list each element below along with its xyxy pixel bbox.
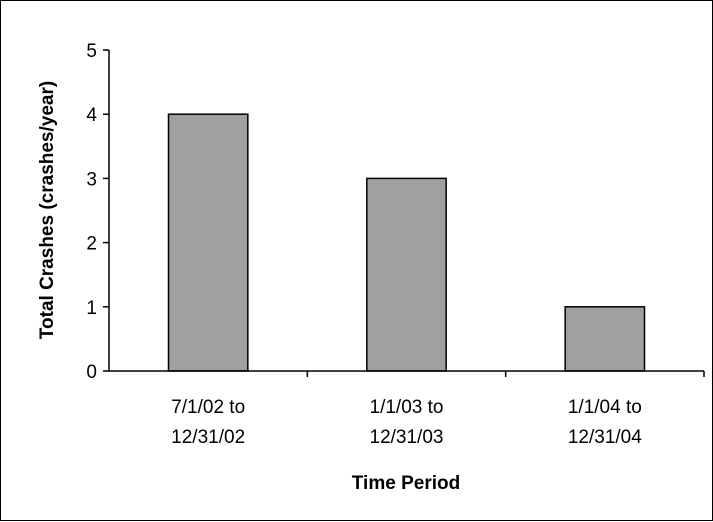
y-tick-label: 0 (86, 362, 97, 383)
x-tick-label: 1/1/03 to 12/31/03 (370, 397, 444, 448)
bars (167, 113, 646, 372)
y-tick-label: 1 (86, 298, 97, 319)
x-axis-title: Time Period (352, 473, 460, 494)
y-axis-title: Total Crashes (crashes/year) (37, 81, 58, 339)
y-tick-label: 3 (86, 169, 97, 190)
bar (366, 177, 447, 372)
y-tick-label: 4 (86, 105, 97, 126)
y-tick-label: 5 (86, 41, 97, 62)
bar (564, 306, 646, 372)
x-tick-label: 1/1/04 to 12/31/04 (568, 397, 642, 448)
x-tick-label: 7/1/02 to 12/31/02 (171, 397, 245, 448)
y-axis-ticks: 0 1 2 3 4 5 (86, 41, 109, 383)
y-tick-label: 2 (86, 234, 97, 255)
x-axis-ticks: 7/1/02 to 12/31/02 1/1/03 to 12/31/03 1/1/04… (171, 371, 705, 448)
bar (167, 113, 249, 372)
